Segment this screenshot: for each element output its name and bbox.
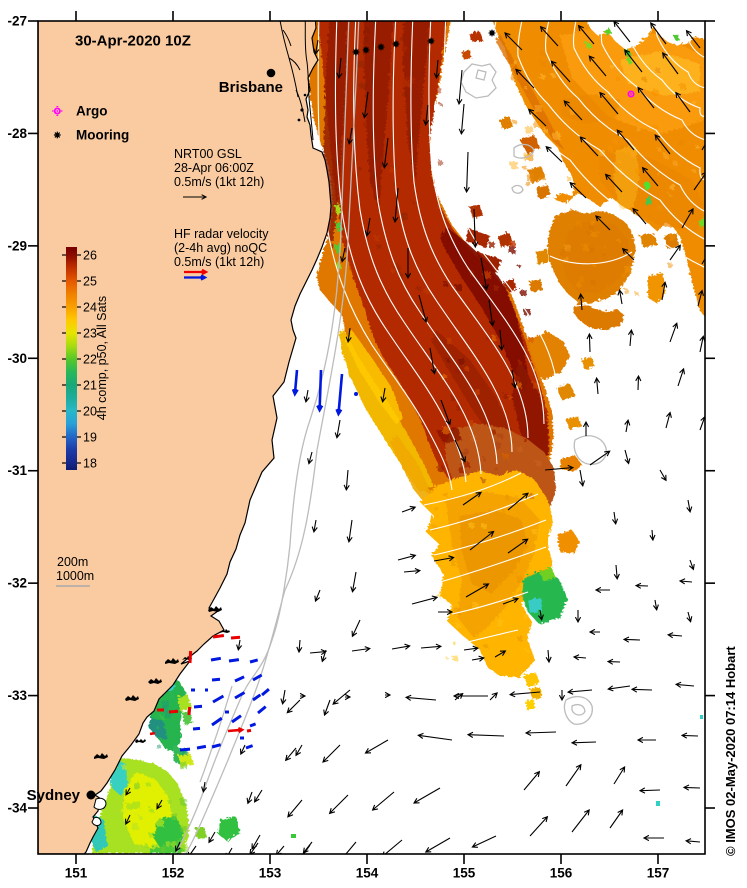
svg-text:(2-4h avg) noQC: (2-4h avg) noQC <box>174 241 267 255</box>
svg-text:-29: -29 <box>7 238 27 253</box>
svg-text:30-Apr-2020 10Z: 30-Apr-2020 10Z <box>75 33 191 50</box>
svg-text:0.5m/s (1kt 12h): 0.5m/s (1kt 12h) <box>174 255 264 269</box>
svg-text:-28: -28 <box>7 126 27 141</box>
svg-text:Mooring: Mooring <box>76 128 129 143</box>
svg-text:151: 151 <box>65 866 88 881</box>
svg-text:152: 152 <box>162 866 185 881</box>
svg-text:-27: -27 <box>7 14 27 29</box>
svg-text:HF radar velocity: HF radar velocity <box>174 227 269 241</box>
svg-text:-30: -30 <box>7 351 27 366</box>
svg-text:20: 20 <box>83 405 97 419</box>
svg-text:28-Apr 06:00Z: 28-Apr 06:00Z <box>174 161 254 175</box>
svg-text:Argo: Argo <box>76 104 108 119</box>
svg-text:4h comp, p50, All Sats: 4h comp, p50, All Sats <box>95 296 109 420</box>
svg-text:Sydney: Sydney <box>27 787 81 804</box>
svg-text:25: 25 <box>83 275 97 289</box>
svg-text:18: 18 <box>83 457 97 471</box>
svg-text:155: 155 <box>453 866 476 881</box>
svg-text:26: 26 <box>83 249 97 263</box>
svg-text:153: 153 <box>259 866 282 881</box>
svg-text:24: 24 <box>83 301 97 315</box>
svg-text:19: 19 <box>83 431 97 445</box>
svg-text:-33: -33 <box>7 688 27 703</box>
svg-text:21: 21 <box>83 379 97 393</box>
svg-text:157: 157 <box>647 866 670 881</box>
svg-text:-31: -31 <box>7 463 27 478</box>
svg-text:22: 22 <box>83 353 97 367</box>
svg-text:NRT00 GSL: NRT00 GSL <box>174 147 242 161</box>
svg-text:-32: -32 <box>7 576 27 591</box>
svg-text:23: 23 <box>83 327 97 341</box>
svg-text:156: 156 <box>550 866 573 881</box>
svg-text:0.5m/s (1kt 12h): 0.5m/s (1kt 12h) <box>174 175 264 189</box>
svg-text:200m: 200m <box>57 555 88 569</box>
svg-text:© IMOS 02-May-2020 07:14 Hobar: © IMOS 02-May-2020 07:14 Hobart <box>723 646 738 856</box>
svg-text:-34: -34 <box>7 801 27 816</box>
svg-text:154: 154 <box>356 866 379 881</box>
svg-text:Brisbane: Brisbane <box>219 79 283 96</box>
svg-text:1000m: 1000m <box>56 569 94 583</box>
